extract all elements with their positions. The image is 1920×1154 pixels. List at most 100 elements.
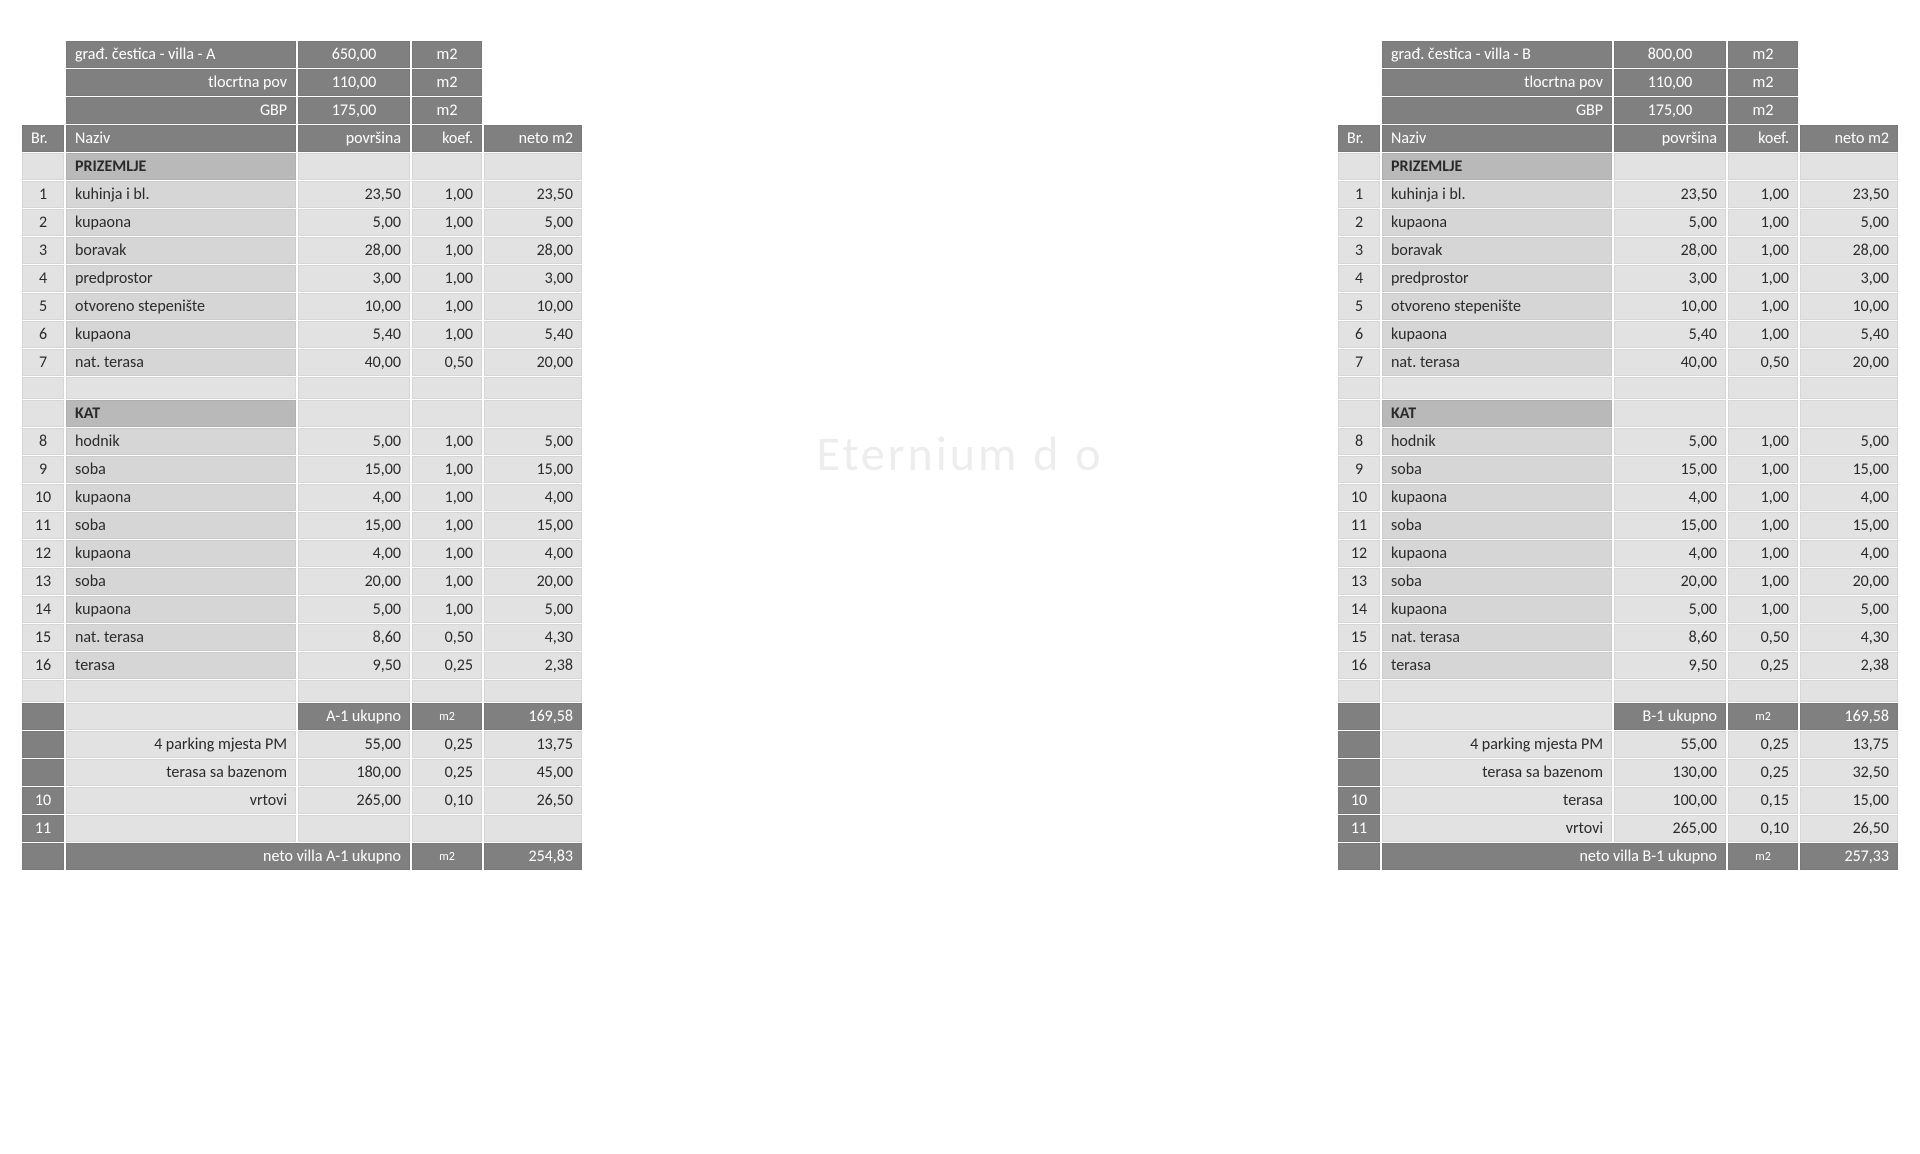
row-area: 9,50 xyxy=(298,652,410,679)
row-name: kupaona xyxy=(1382,321,1612,348)
extra-koef: 0,25 xyxy=(1728,731,1798,758)
row-num: 16 xyxy=(1338,652,1380,679)
row-neto: 5,00 xyxy=(484,596,582,623)
row-name: kupaona xyxy=(1382,540,1612,567)
col-naziv: Naziv xyxy=(66,125,296,152)
data-row: 8 hodnik 5,00 1,00 5,00 xyxy=(22,428,582,455)
row-koef: 1,00 xyxy=(1728,456,1798,483)
section-koef xyxy=(412,153,482,180)
extra-koef: 0,25 xyxy=(1728,759,1798,786)
meta-blank xyxy=(484,97,582,124)
spacer xyxy=(1382,680,1612,702)
meta-value: 650,00 xyxy=(298,41,410,68)
data-row: 7 nat. terasa 40,00 0,50 20,00 xyxy=(1338,349,1898,376)
row-name: boravak xyxy=(1382,237,1612,264)
row-num: 7 xyxy=(22,349,64,376)
extra-num xyxy=(22,731,64,758)
extra-area: 55,00 xyxy=(298,731,410,758)
row-name: kupaona xyxy=(1382,209,1612,236)
row-area: 8,60 xyxy=(298,624,410,651)
extra-koef: 0,10 xyxy=(412,787,482,814)
meta-spacer xyxy=(1338,69,1380,96)
row-name: soba xyxy=(66,456,296,483)
spacer xyxy=(1728,377,1798,399)
row-neto: 15,00 xyxy=(1800,456,1898,483)
row-num: 4 xyxy=(22,265,64,292)
row-area: 4,00 xyxy=(298,484,410,511)
meta-value: 175,00 xyxy=(298,97,410,124)
row-neto: 4,30 xyxy=(484,624,582,651)
col-povrsina: površina xyxy=(1614,125,1726,152)
row-name: nat. terasa xyxy=(1382,349,1612,376)
data-row: 1 kuhinja i bl. 23,50 1,00 23,50 xyxy=(22,181,582,208)
row-koef: 1,00 xyxy=(412,293,482,320)
row-num: 3 xyxy=(1338,237,1380,264)
subtotal-name xyxy=(1382,703,1612,730)
extra-row: 4 parking mjesta PM 55,00 0,25 13,75 xyxy=(22,731,582,758)
extra-num: 10 xyxy=(22,787,64,814)
row-area: 10,00 xyxy=(298,293,410,320)
grand-unit: m2 xyxy=(1728,843,1798,870)
extra-area: 265,00 xyxy=(298,787,410,814)
extra-neto: 26,50 xyxy=(484,787,582,814)
row-name: kupaona xyxy=(66,209,296,236)
data-row: 2 kupaona 5,00 1,00 5,00 xyxy=(22,209,582,236)
row-koef: 1,00 xyxy=(412,456,482,483)
col-koef: koef. xyxy=(412,125,482,152)
extra-koef: 0,25 xyxy=(412,759,482,786)
spacer xyxy=(1800,680,1898,702)
row-koef: 1,00 xyxy=(1728,596,1798,623)
row-num: 14 xyxy=(22,596,64,623)
extra-koef: 0,15 xyxy=(1728,787,1798,814)
row-koef: 0,50 xyxy=(1728,624,1798,651)
subtotal-value: 169,58 xyxy=(484,703,582,730)
meta-spacer xyxy=(22,97,64,124)
row-num: 1 xyxy=(1338,181,1380,208)
extra-neto: 32,50 xyxy=(1800,759,1898,786)
row-num: 1 xyxy=(22,181,64,208)
meta-value: 110,00 xyxy=(298,69,410,96)
grand-num xyxy=(1338,843,1380,870)
row-area: 15,00 xyxy=(1614,512,1726,539)
row-name: kuhinja i bl. xyxy=(66,181,296,208)
row-neto: 2,38 xyxy=(484,652,582,679)
row-koef: 1,00 xyxy=(1728,428,1798,455)
row-koef: 0,50 xyxy=(412,624,482,651)
row-area: 5,00 xyxy=(298,209,410,236)
row-name: nat. terasa xyxy=(66,349,296,376)
row-name: predprostor xyxy=(1382,265,1612,292)
data-row: 14 kupaona 5,00 1,00 5,00 xyxy=(1338,596,1898,623)
row-area: 15,00 xyxy=(298,456,410,483)
row-neto: 15,00 xyxy=(484,456,582,483)
row-neto: 15,00 xyxy=(484,512,582,539)
extra-label: terasa sa bazenom xyxy=(66,759,296,786)
row-koef: 1,00 xyxy=(412,321,482,348)
row-neto: 28,00 xyxy=(1800,237,1898,264)
row-koef: 1,00 xyxy=(1728,484,1798,511)
row-num: 13 xyxy=(22,568,64,595)
row-neto: 5,00 xyxy=(1800,428,1898,455)
data-row: 13 soba 20,00 1,00 20,00 xyxy=(22,568,582,595)
row-neto: 3,00 xyxy=(1800,265,1898,292)
section-neto xyxy=(484,400,582,427)
row-area: 5,00 xyxy=(298,428,410,455)
spacer xyxy=(1614,680,1726,702)
data-row: 16 terasa 9,50 0,25 2,38 xyxy=(22,652,582,679)
section-neto xyxy=(1800,400,1898,427)
section-title: PRIZEMLJE xyxy=(1382,153,1612,180)
row-neto: 20,00 xyxy=(484,349,582,376)
subtotal-unit: m2 xyxy=(412,703,482,730)
row-neto: 10,00 xyxy=(484,293,582,320)
section-num xyxy=(1338,153,1380,180)
row-neto: 5,40 xyxy=(484,321,582,348)
row-koef: 0,50 xyxy=(412,349,482,376)
section-koef xyxy=(1728,153,1798,180)
row-area: 5,00 xyxy=(298,596,410,623)
data-row: 6 kupaona 5,40 1,00 5,40 xyxy=(22,321,582,348)
row-area: 3,00 xyxy=(298,265,410,292)
data-row: 9 soba 15,00 1,00 15,00 xyxy=(22,456,582,483)
data-row: 10 kupaona 4,00 1,00 4,00 xyxy=(1338,484,1898,511)
col-neto: neto m2 xyxy=(484,125,582,152)
row-koef: 0,25 xyxy=(1728,652,1798,679)
extra-num: 10 xyxy=(1338,787,1380,814)
